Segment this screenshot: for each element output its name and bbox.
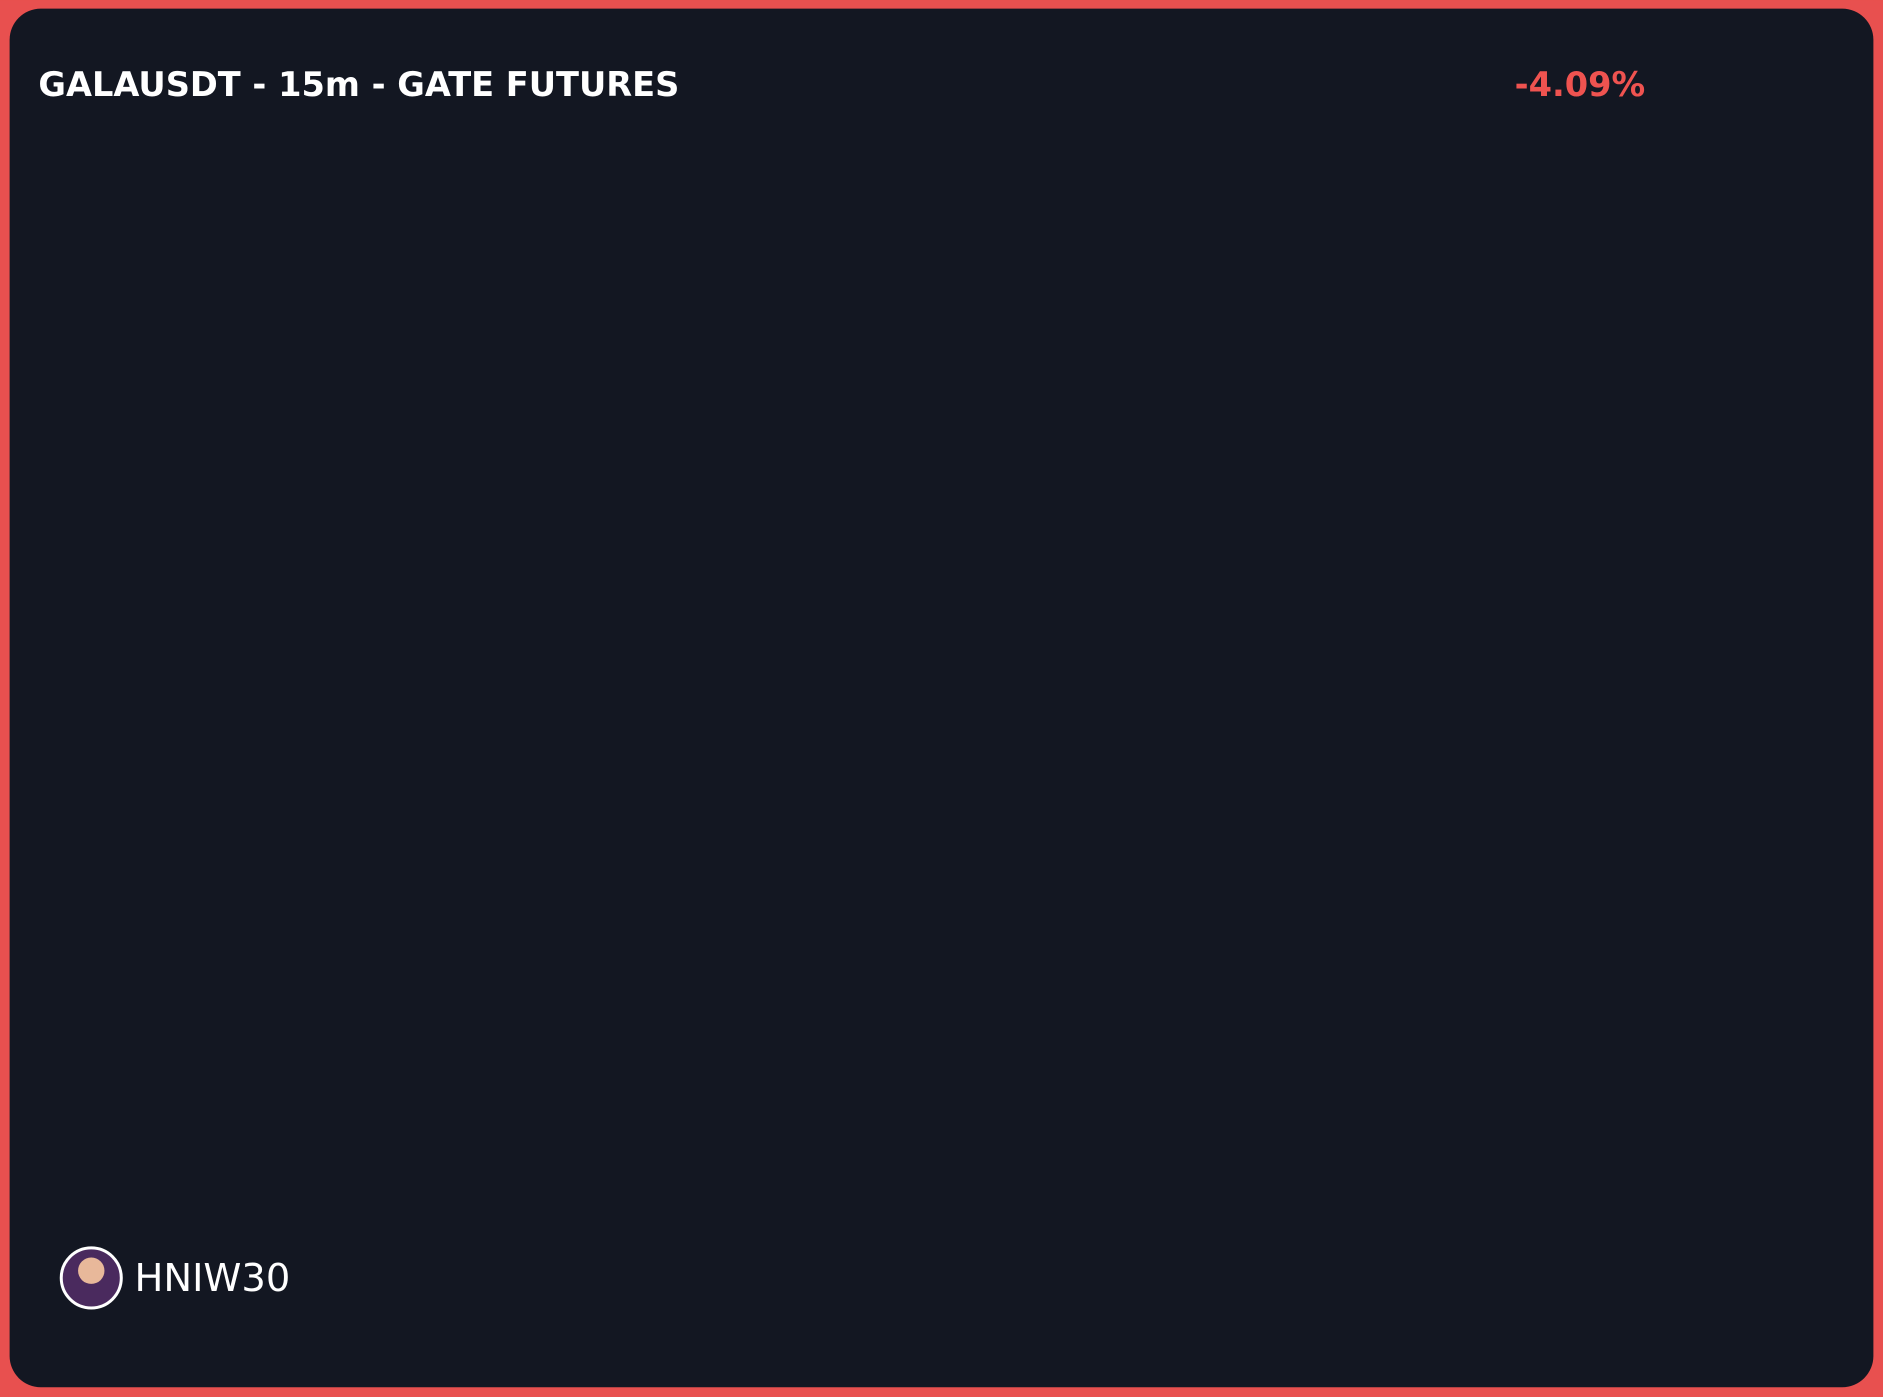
chart-title: GALAUSDT - 15m - GATE FUTURES	[38, 65, 679, 104]
change: -4.09%	[1515, 65, 1646, 104]
watermark: HNIW30	[135, 1256, 291, 1301]
panel	[9, 8, 1874, 1388]
avatar-face	[78, 1257, 105, 1284]
